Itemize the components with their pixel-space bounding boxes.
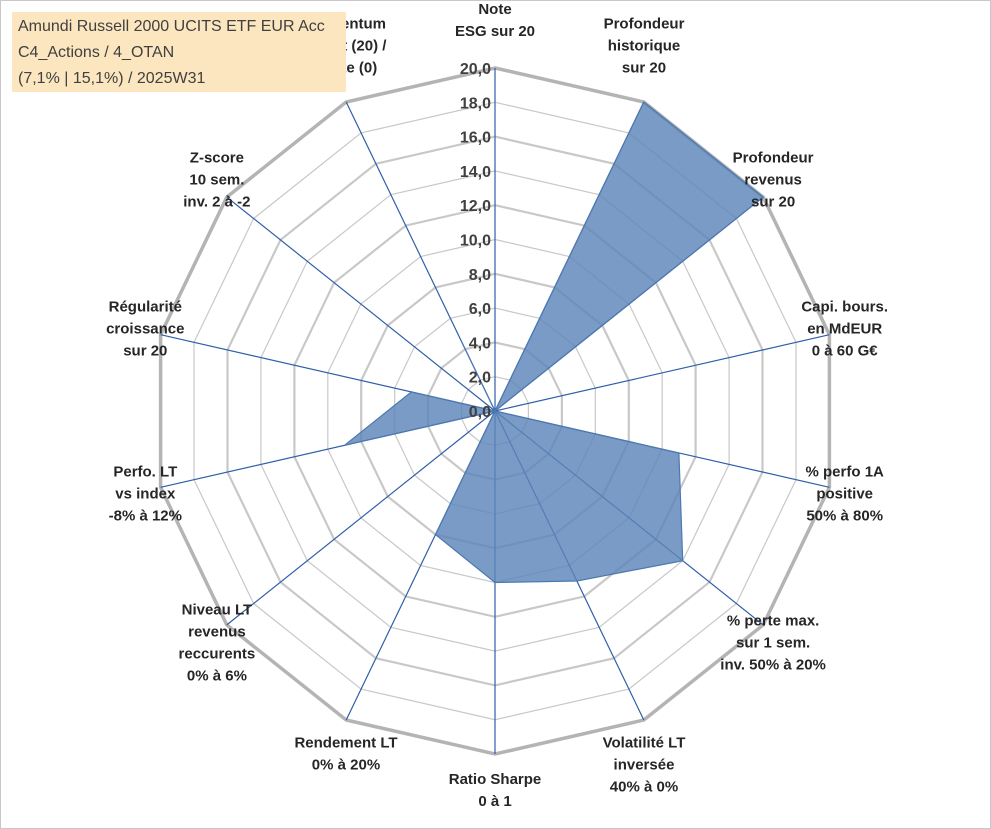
axis-label: 0 à 1 bbox=[478, 793, 511, 810]
axis-label: 10 sem. bbox=[189, 172, 244, 189]
axis-label: 0% à 6% bbox=[187, 667, 247, 684]
axis-label: revenus bbox=[744, 172, 802, 189]
tick-label: 20,0 bbox=[460, 61, 491, 78]
axis-label: Niveau LT bbox=[182, 601, 253, 618]
tick-label: 16,0 bbox=[460, 130, 491, 147]
axis-label: % perte max. bbox=[727, 612, 820, 629]
radar-tick-labels: 0,0 2,0 4,0 6,0 8,0 10,0 12,0 14,0 16,0 18,0 20,0 bbox=[460, 61, 491, 421]
tick-label: 18,0 bbox=[460, 95, 491, 112]
axis-spoke bbox=[226, 410, 496, 626]
tick-label: 8,0 bbox=[469, 267, 491, 284]
axis-label: sur 20 bbox=[751, 194, 795, 211]
axis-label: historique bbox=[608, 38, 681, 55]
title-box: Amundi Russell 2000 UCITS ETF EUR Acc C4… bbox=[12, 12, 346, 92]
axis-label: Z-score bbox=[190, 150, 244, 167]
axis-label: Volatilité LT bbox=[603, 734, 686, 751]
axis-label: Profondeur bbox=[733, 150, 814, 167]
axis-label: croissance bbox=[106, 320, 184, 337]
axis-label: Profondeur bbox=[604, 16, 685, 33]
axis-label: reccurents bbox=[179, 645, 256, 662]
tick-label: 10,0 bbox=[460, 233, 491, 250]
axis-label: inv. 2 à -2 bbox=[183, 194, 250, 211]
axis-label: ESG sur 20 bbox=[455, 23, 535, 40]
axis-label: Note bbox=[478, 1, 511, 18]
axis-label: Rendement LT bbox=[294, 734, 397, 751]
axis-spoke bbox=[494, 334, 830, 412]
axis-label: 50% à 80% bbox=[806, 508, 883, 525]
radar-axis-labels: Note ESG sur 20 Profondeur historique sur 20… bbox=[106, 1, 888, 810]
axis-label: Perfo. LT bbox=[113, 464, 177, 481]
axis-label: 0% à 20% bbox=[312, 756, 380, 773]
fund-category: C4_Actions / 4_OTAN bbox=[18, 44, 175, 61]
tick-label: 4,0 bbox=[469, 335, 491, 352]
axis-label: -8% à 12% bbox=[109, 508, 182, 525]
axis-label: positive bbox=[816, 486, 873, 503]
tick-label: 0,0 bbox=[469, 404, 491, 421]
axis-label: sur 1 sem. bbox=[736, 634, 810, 651]
axis-label: en MdEUR bbox=[807, 320, 882, 337]
axis-label: inversée bbox=[614, 756, 675, 773]
tick-label: 12,0 bbox=[460, 198, 491, 215]
axis-label: inv. 50% à 20% bbox=[720, 656, 826, 673]
axis-label: 0 à 60 G€ bbox=[812, 342, 879, 359]
radar-series bbox=[344, 101, 765, 584]
axis-label: vs index bbox=[115, 486, 176, 503]
axis-label: 40% à 0% bbox=[610, 778, 678, 795]
axis-label: sur 20 bbox=[622, 60, 666, 77]
fund-stats: (7,1% | 15,1%) / 2025W31 bbox=[18, 70, 206, 87]
axis-label: revenus bbox=[188, 623, 246, 640]
axis-label: Capi. bours. bbox=[801, 298, 888, 315]
tick-label: 14,0 bbox=[460, 164, 491, 181]
fund-name: Amundi Russell 2000 UCITS ETF EUR Acc bbox=[18, 18, 325, 35]
axis-label: sur 20 bbox=[123, 342, 167, 359]
tick-label: 2,0 bbox=[469, 370, 491, 387]
axis-spoke bbox=[226, 196, 496, 412]
axis-label: Régularité bbox=[109, 298, 182, 315]
series-area bbox=[344, 101, 765, 584]
axis-label: Ratio Sharpe bbox=[449, 771, 542, 788]
axis-label: % perfo 1A bbox=[806, 464, 885, 481]
tick-label: 6,0 bbox=[469, 301, 491, 318]
